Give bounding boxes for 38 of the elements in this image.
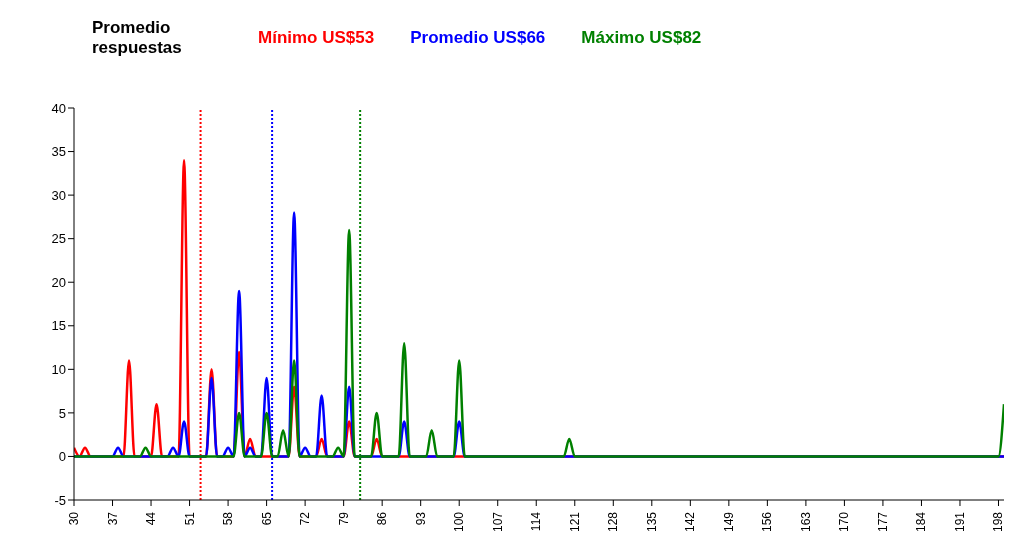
x-tick-label: 142 xyxy=(683,511,698,533)
x-tick-label: 58 xyxy=(221,511,236,526)
y-tick-label: 5 xyxy=(58,405,66,421)
y-tick-label: 35 xyxy=(51,144,66,160)
y-tick-label: -5 xyxy=(54,492,66,508)
x-tick-label: 170 xyxy=(837,511,852,533)
y-tick-label: 30 xyxy=(51,187,66,203)
x-tick-label: 135 xyxy=(644,511,659,533)
legend-title: Promedio respuestas xyxy=(92,18,183,58)
x-tick-label: 163 xyxy=(798,511,813,533)
x-tick-label: 86 xyxy=(375,511,390,526)
x-tick-label: 149 xyxy=(721,511,736,533)
x-tick-label: 93 xyxy=(413,511,428,526)
x-tick-label: 156 xyxy=(760,511,775,533)
x-tick-label: 121 xyxy=(567,511,582,533)
y-tick-label: 20 xyxy=(51,274,66,290)
text: Mínimo US$53 xyxy=(258,28,375,48)
x-tick-label: 107 xyxy=(490,511,505,533)
x-tick-label: 44 xyxy=(144,511,159,526)
y-tick-label: 25 xyxy=(51,231,66,247)
x-tick-label: 184 xyxy=(914,511,929,533)
x-tick-label: 100 xyxy=(452,511,467,533)
x-tick-label: 37 xyxy=(105,511,120,526)
y-tick-label: 0 xyxy=(58,449,66,465)
x-tick-label: 114 xyxy=(529,511,544,532)
y-tick-label: 15 xyxy=(51,318,66,334)
x-tick-label: 65 xyxy=(259,511,274,526)
x-tick-label: 72 xyxy=(298,511,313,526)
x-tick-label: 51 xyxy=(182,511,197,526)
text: Máximo US$82 xyxy=(581,28,702,48)
x-tick-label: 79 xyxy=(336,511,351,526)
x-tick-label: 198 xyxy=(991,511,1006,533)
y-tick-label: 40 xyxy=(51,100,66,116)
text: Promedio US$66 xyxy=(410,28,546,48)
x-tick-label: 128 xyxy=(606,511,621,533)
y-tick-label: 10 xyxy=(51,361,66,377)
x-tick-label: 177 xyxy=(875,511,890,533)
x-tick-label: 191 xyxy=(952,511,967,533)
